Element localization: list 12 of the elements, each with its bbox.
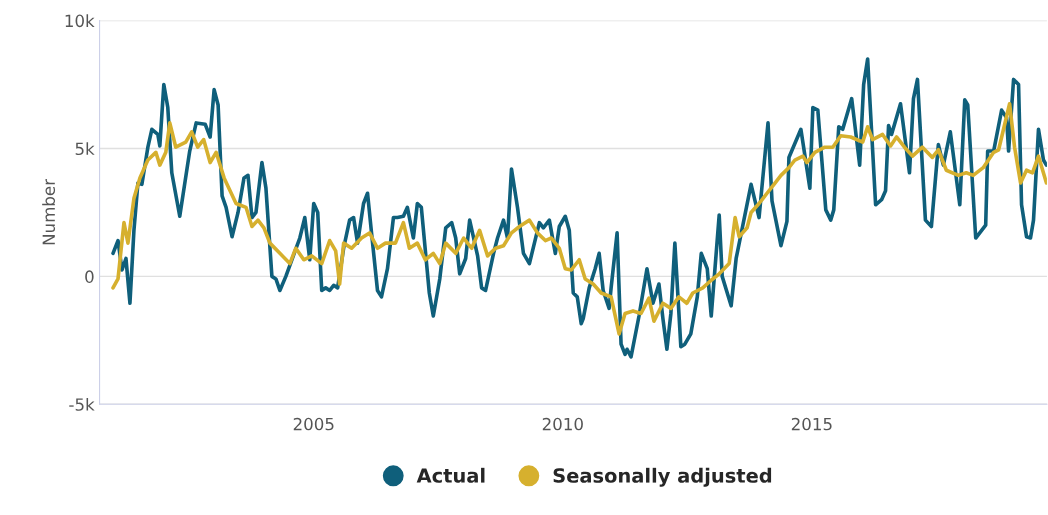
line-series xyxy=(111,101,1047,336)
legend-label: Actual xyxy=(416,467,485,483)
y-tick-label: 0 xyxy=(85,270,94,283)
x-tick-label: 2015 xyxy=(791,417,832,431)
line-series xyxy=(111,57,1047,359)
legend-label: Seasonally adjusted xyxy=(553,467,772,487)
x-tick-label: 2010 xyxy=(542,417,583,431)
y-tick-label: 5k xyxy=(75,142,95,156)
y-axis-title: Number xyxy=(42,178,56,245)
x-tick-label: 2005 xyxy=(293,417,334,431)
y-tick-label: 10k xyxy=(65,14,95,28)
y-tick-label: -5k xyxy=(69,397,95,411)
